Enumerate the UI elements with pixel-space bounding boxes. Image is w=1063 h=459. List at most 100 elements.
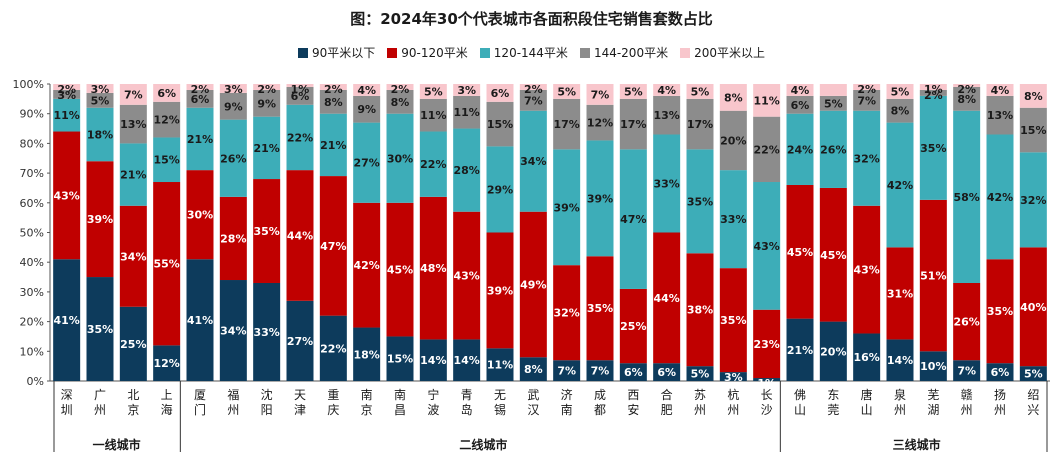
bar-segment — [419, 196, 447, 340]
legend-label: 90-120平米 — [401, 46, 468, 60]
data-label: 2% — [257, 83, 276, 96]
data-label: 5% — [824, 97, 843, 110]
data-label: 51% — [920, 270, 946, 283]
x-tick-label: 州 — [994, 403, 1006, 417]
bar-segment — [819, 321, 847, 381]
data-label: 42% — [887, 179, 913, 192]
x-tick-label: 合 — [661, 387, 673, 402]
data-label: 26% — [220, 152, 246, 165]
data-label: 33% — [720, 213, 746, 226]
bar-segment — [586, 256, 614, 361]
x-tick-label: 南 — [394, 387, 406, 402]
data-label: 7% — [591, 88, 610, 101]
x-tick-label: 波 — [427, 403, 439, 417]
y-tick-label: 10% — [20, 345, 44, 358]
data-label: 45% — [820, 249, 846, 262]
data-label: 25% — [120, 338, 146, 351]
bar-segment — [553, 98, 581, 150]
data-label: 5% — [891, 85, 910, 98]
data-label: 30% — [387, 152, 413, 165]
bar-segment — [686, 253, 714, 367]
bar-segment — [719, 268, 747, 373]
x-tick-label: 广 — [94, 388, 106, 402]
bar-segment — [486, 146, 514, 233]
bar-segment — [386, 336, 414, 381]
data-label: 55% — [153, 258, 179, 271]
bar-segment — [986, 95, 1014, 135]
bar-segment — [219, 119, 247, 197]
data-label: 48% — [420, 262, 446, 275]
bar-segment — [86, 107, 114, 162]
data-label: 28% — [220, 232, 246, 245]
y-tick-label: 60% — [20, 197, 44, 210]
y-tick-label: 100% — [13, 78, 44, 91]
bar-segment — [753, 182, 781, 310]
bar-segment — [1019, 366, 1047, 381]
x-tick-label: 州 — [227, 403, 239, 417]
data-label: 22% — [420, 158, 446, 171]
x-tick-label: 杭 — [727, 387, 739, 402]
data-label: 6% — [991, 366, 1010, 379]
data-label: 9% — [357, 103, 376, 116]
bar-segment — [953, 84, 981, 87]
bar-segment — [786, 184, 814, 319]
data-label: 4% — [791, 84, 810, 97]
x-tick-label: 济 — [561, 387, 573, 402]
bar-segment — [453, 339, 481, 381]
data-label: 25% — [620, 320, 646, 333]
y-tick-label: 30% — [20, 286, 44, 299]
data-label: 42% — [353, 259, 379, 272]
bar-segment — [286, 84, 314, 87]
bar-segment — [386, 113, 414, 203]
data-label: 29% — [487, 183, 513, 196]
data-label: 17% — [620, 118, 646, 131]
bar-segment — [419, 131, 447, 197]
bar-segment — [353, 202, 381, 328]
x-tick-label: 汉 — [527, 403, 539, 417]
data-label: 2% — [924, 89, 943, 102]
x-tick-label: 津 — [294, 403, 306, 417]
bar-segment — [653, 95, 681, 135]
data-label: 2% — [324, 83, 343, 96]
data-label: 8% — [524, 363, 543, 376]
bar-segment — [653, 84, 681, 96]
bar-segment — [553, 84, 581, 99]
x-tick-label: 芜 — [927, 388, 939, 402]
data-label: 4% — [357, 84, 376, 97]
bar-segment — [886, 247, 914, 340]
data-label: 8% — [324, 96, 343, 109]
legend-swatch — [579, 47, 590, 58]
data-label: 11% — [453, 106, 479, 119]
data-label: 15% — [487, 118, 513, 131]
data-label: 35% — [253, 225, 279, 238]
data-label: 5% — [1024, 368, 1043, 381]
x-tick-label: 州 — [894, 403, 906, 417]
bar-segment — [886, 98, 914, 123]
data-label: 20% — [820, 345, 846, 358]
bar-segment — [319, 315, 347, 381]
bar-segment — [586, 140, 614, 257]
data-label: 1% — [924, 83, 943, 96]
data-label: 9% — [224, 100, 243, 113]
bar-segment — [753, 309, 781, 379]
bar-segment — [119, 143, 147, 206]
x-tick-label: 佛 — [794, 388, 806, 402]
bar-segment — [853, 110, 881, 206]
bar-segment — [619, 363, 647, 381]
x-tick-label: 州 — [694, 403, 706, 417]
data-label: 8% — [724, 91, 743, 104]
bar-segment — [586, 360, 614, 381]
bar-segment — [819, 95, 847, 111]
legend-item: 90平米以下 — [298, 44, 375, 61]
bar-segment — [119, 306, 147, 381]
bar-segment — [286, 170, 314, 301]
bar-segment — [253, 89, 281, 117]
bar-segment — [419, 84, 447, 99]
x-tick-label: 扬 — [994, 387, 1006, 402]
x-tick-label: 安 — [627, 402, 639, 417]
x-tick-label: 州 — [94, 403, 106, 417]
data-label: 6% — [291, 90, 310, 103]
data-label: 12% — [153, 357, 179, 370]
data-label: 30% — [187, 209, 213, 222]
x-tick-label: 门 — [194, 402, 206, 417]
